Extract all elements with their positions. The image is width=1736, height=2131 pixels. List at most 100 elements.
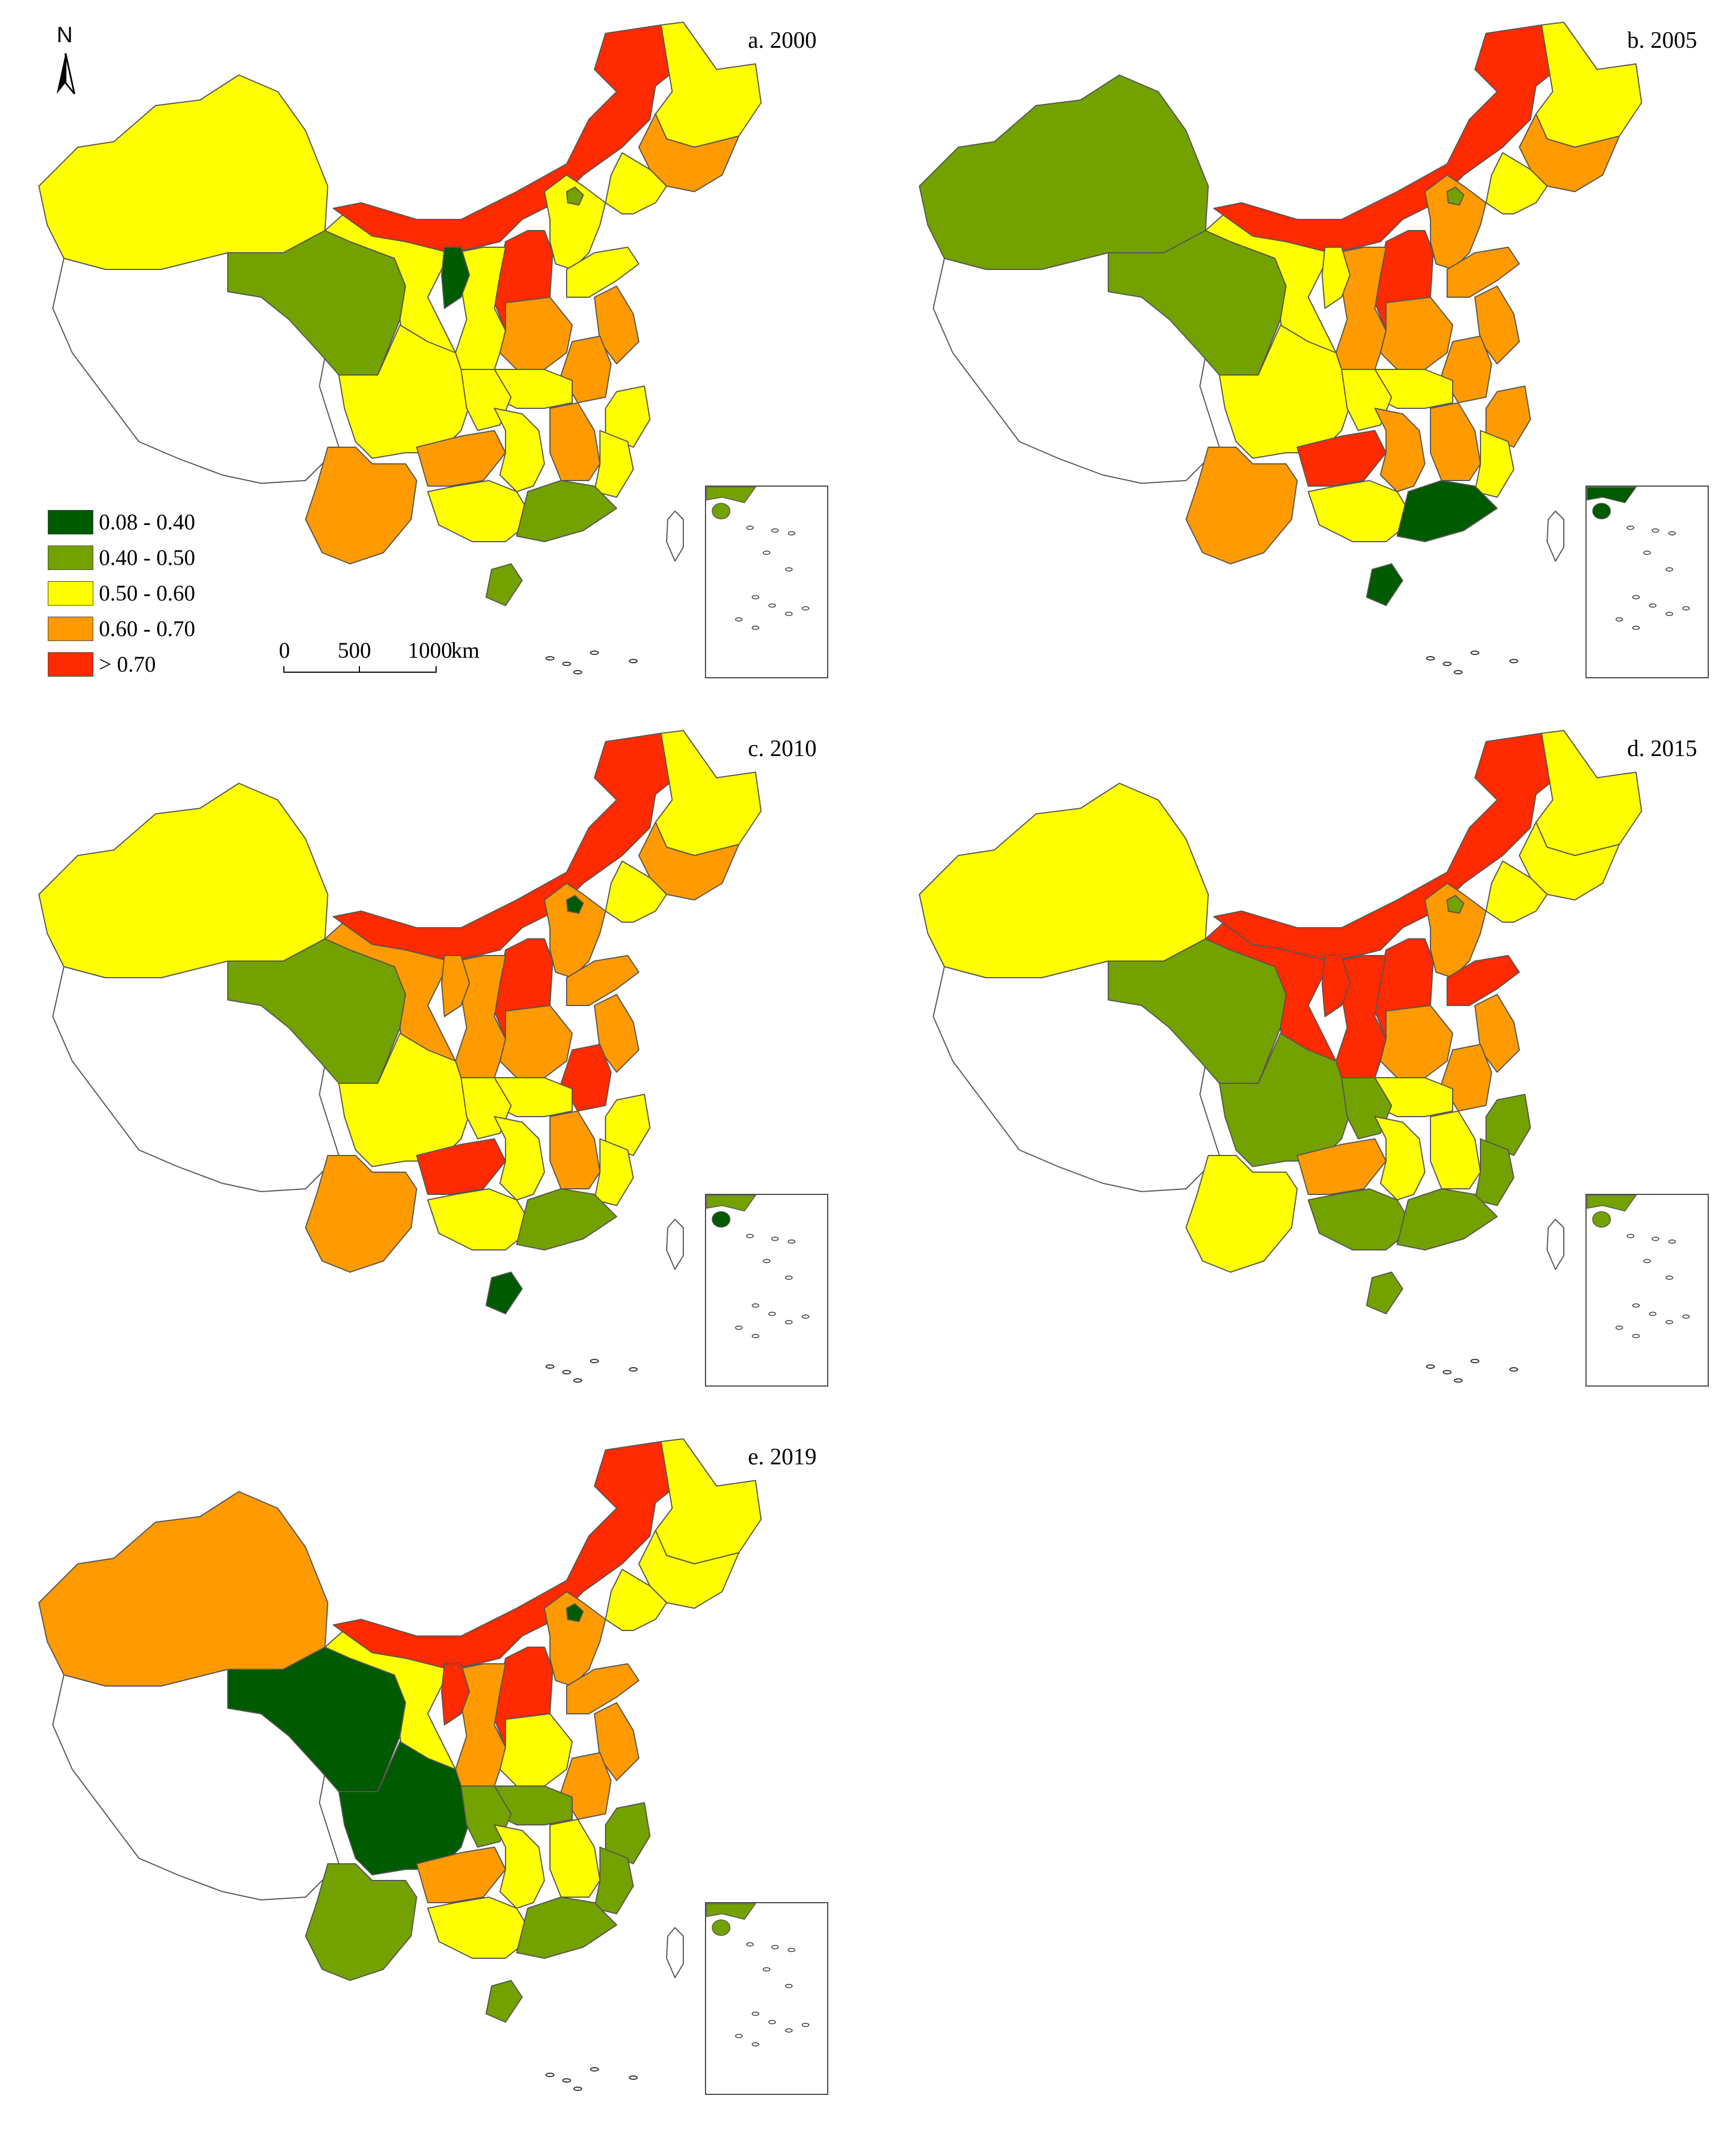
island-mark bbox=[1454, 670, 1463, 674]
region-taiwan bbox=[666, 1927, 684, 1978]
region-hebei bbox=[544, 1591, 606, 1687]
region-anhui bbox=[1441, 1044, 1492, 1112]
panel-label: b. 2005 bbox=[1627, 28, 1697, 53]
region-xinjiang bbox=[38, 783, 328, 978]
island-mark bbox=[573, 2087, 582, 2091]
region-yunnan bbox=[305, 447, 417, 564]
region-jiangxi bbox=[1430, 402, 1481, 481]
region-hunan bbox=[1374, 408, 1425, 492]
region-henan bbox=[1380, 297, 1453, 370]
region-guangdong bbox=[516, 1188, 617, 1250]
region-hainan bbox=[1366, 1272, 1403, 1314]
region-zhejiang bbox=[1485, 1094, 1531, 1156]
region-shandong bbox=[566, 247, 639, 298]
island-mark bbox=[1509, 1367, 1518, 1372]
scale-label: 1000 bbox=[408, 638, 452, 663]
island-mark bbox=[573, 670, 582, 674]
region-xinjiang bbox=[919, 74, 1209, 270]
map-2005 bbox=[919, 22, 1709, 678]
region-guangdong bbox=[1397, 480, 1498, 542]
legend-swatch bbox=[48, 581, 93, 606]
map-panel-2019: e. 2019 bbox=[17, 1425, 839, 2108]
region-beijing bbox=[566, 187, 584, 206]
region-liaoning bbox=[605, 861, 667, 923]
region-liaoning bbox=[605, 1569, 667, 1631]
region-inner-mongolia bbox=[333, 733, 684, 962]
region-taiwan bbox=[666, 1219, 684, 1270]
region-hainan bbox=[486, 1272, 523, 1314]
region-inner-mongolia bbox=[333, 1441, 684, 1670]
region-shandong bbox=[566, 955, 639, 1006]
region-beijing bbox=[566, 895, 584, 914]
region-sichuan bbox=[338, 324, 473, 459]
region-henan bbox=[499, 1005, 573, 1078]
legend-label: 0.50 - 0.60 bbox=[99, 581, 196, 606]
region-hainan bbox=[486, 563, 523, 606]
island-mark bbox=[1426, 1364, 1435, 1369]
region-guangdong bbox=[1397, 1188, 1498, 1250]
island-mark bbox=[629, 659, 638, 663]
region-guizhou bbox=[1297, 1138, 1387, 1195]
region-hainan bbox=[486, 1980, 523, 2023]
region-hunan bbox=[494, 1116, 545, 1200]
region-ningxia bbox=[441, 955, 470, 1017]
region-sichuan bbox=[1219, 1033, 1353, 1167]
region-yunnan bbox=[305, 1863, 417, 1981]
region-xinjiang bbox=[38, 1491, 328, 1687]
south-china-sea-inset bbox=[1585, 486, 1709, 678]
region-jilin bbox=[1519, 113, 1620, 192]
island-mark bbox=[1454, 1378, 1463, 1383]
region-jilin bbox=[638, 822, 739, 901]
region-ningxia bbox=[441, 247, 470, 309]
map-panel-2005: b. 2005 bbox=[897, 8, 1719, 692]
region-yunnan bbox=[305, 1155, 417, 1273]
south-china-sea-inset bbox=[705, 1194, 828, 1387]
region-hunan bbox=[1374, 1116, 1425, 1200]
region-taiwan bbox=[1547, 511, 1564, 562]
region-sichuan bbox=[1219, 324, 1353, 459]
scale-label: 500 bbox=[338, 638, 371, 663]
legend-label: 0.40 - 0.50 bbox=[99, 545, 196, 570]
region-fujian bbox=[594, 1138, 634, 1206]
scale-label: 0 bbox=[279, 638, 290, 663]
region-sichuan bbox=[338, 1033, 473, 1167]
region-guizhou bbox=[416, 1847, 506, 1903]
region-anhui bbox=[561, 336, 612, 403]
region-guizhou bbox=[1297, 430, 1387, 487]
region-zhejiang bbox=[1485, 386, 1531, 448]
region-liaoning bbox=[1485, 152, 1548, 214]
region-heilongjiang bbox=[655, 730, 762, 856]
scale-tick bbox=[359, 666, 360, 672]
region-xinjiang bbox=[38, 74, 328, 270]
map-2010 bbox=[38, 730, 828, 1387]
region-zhejiang bbox=[605, 1802, 651, 1864]
legend-swatch bbox=[48, 652, 93, 677]
region-guangdong bbox=[516, 480, 617, 542]
region-anhui bbox=[561, 1044, 612, 1112]
region-fujian bbox=[1474, 1138, 1514, 1206]
panel-label: c. 2010 bbox=[748, 736, 817, 762]
region-heilongjiang bbox=[1535, 730, 1642, 856]
region-yunnan bbox=[1185, 1155, 1298, 1273]
region-zhejiang bbox=[605, 1094, 651, 1156]
region-jiangxi bbox=[549, 1819, 601, 1898]
island-mark bbox=[590, 1359, 599, 1363]
map-2000 bbox=[38, 22, 828, 678]
panel-label: d. 2015 bbox=[1627, 736, 1697, 762]
region-beijing bbox=[1447, 895, 1464, 914]
region-jiangxi bbox=[1430, 1110, 1481, 1189]
island-mark bbox=[546, 656, 554, 661]
region-beijing bbox=[566, 1603, 584, 1622]
island-mark bbox=[573, 1378, 582, 1383]
legend-swatch bbox=[48, 546, 93, 570]
region-xinjiang bbox=[919, 783, 1209, 978]
map-panel-2010: c. 2010 bbox=[17, 717, 839, 1400]
region-jilin bbox=[638, 1530, 739, 1609]
island-mark bbox=[1509, 659, 1518, 663]
legend-label: 0.08 - 0.40 bbox=[99, 509, 196, 534]
south-china-sea-inset bbox=[1585, 1194, 1709, 1387]
panel-label: e. 2019 bbox=[748, 1444, 817, 1470]
island-mark bbox=[629, 1367, 638, 1372]
region-shandong bbox=[1447, 247, 1520, 298]
